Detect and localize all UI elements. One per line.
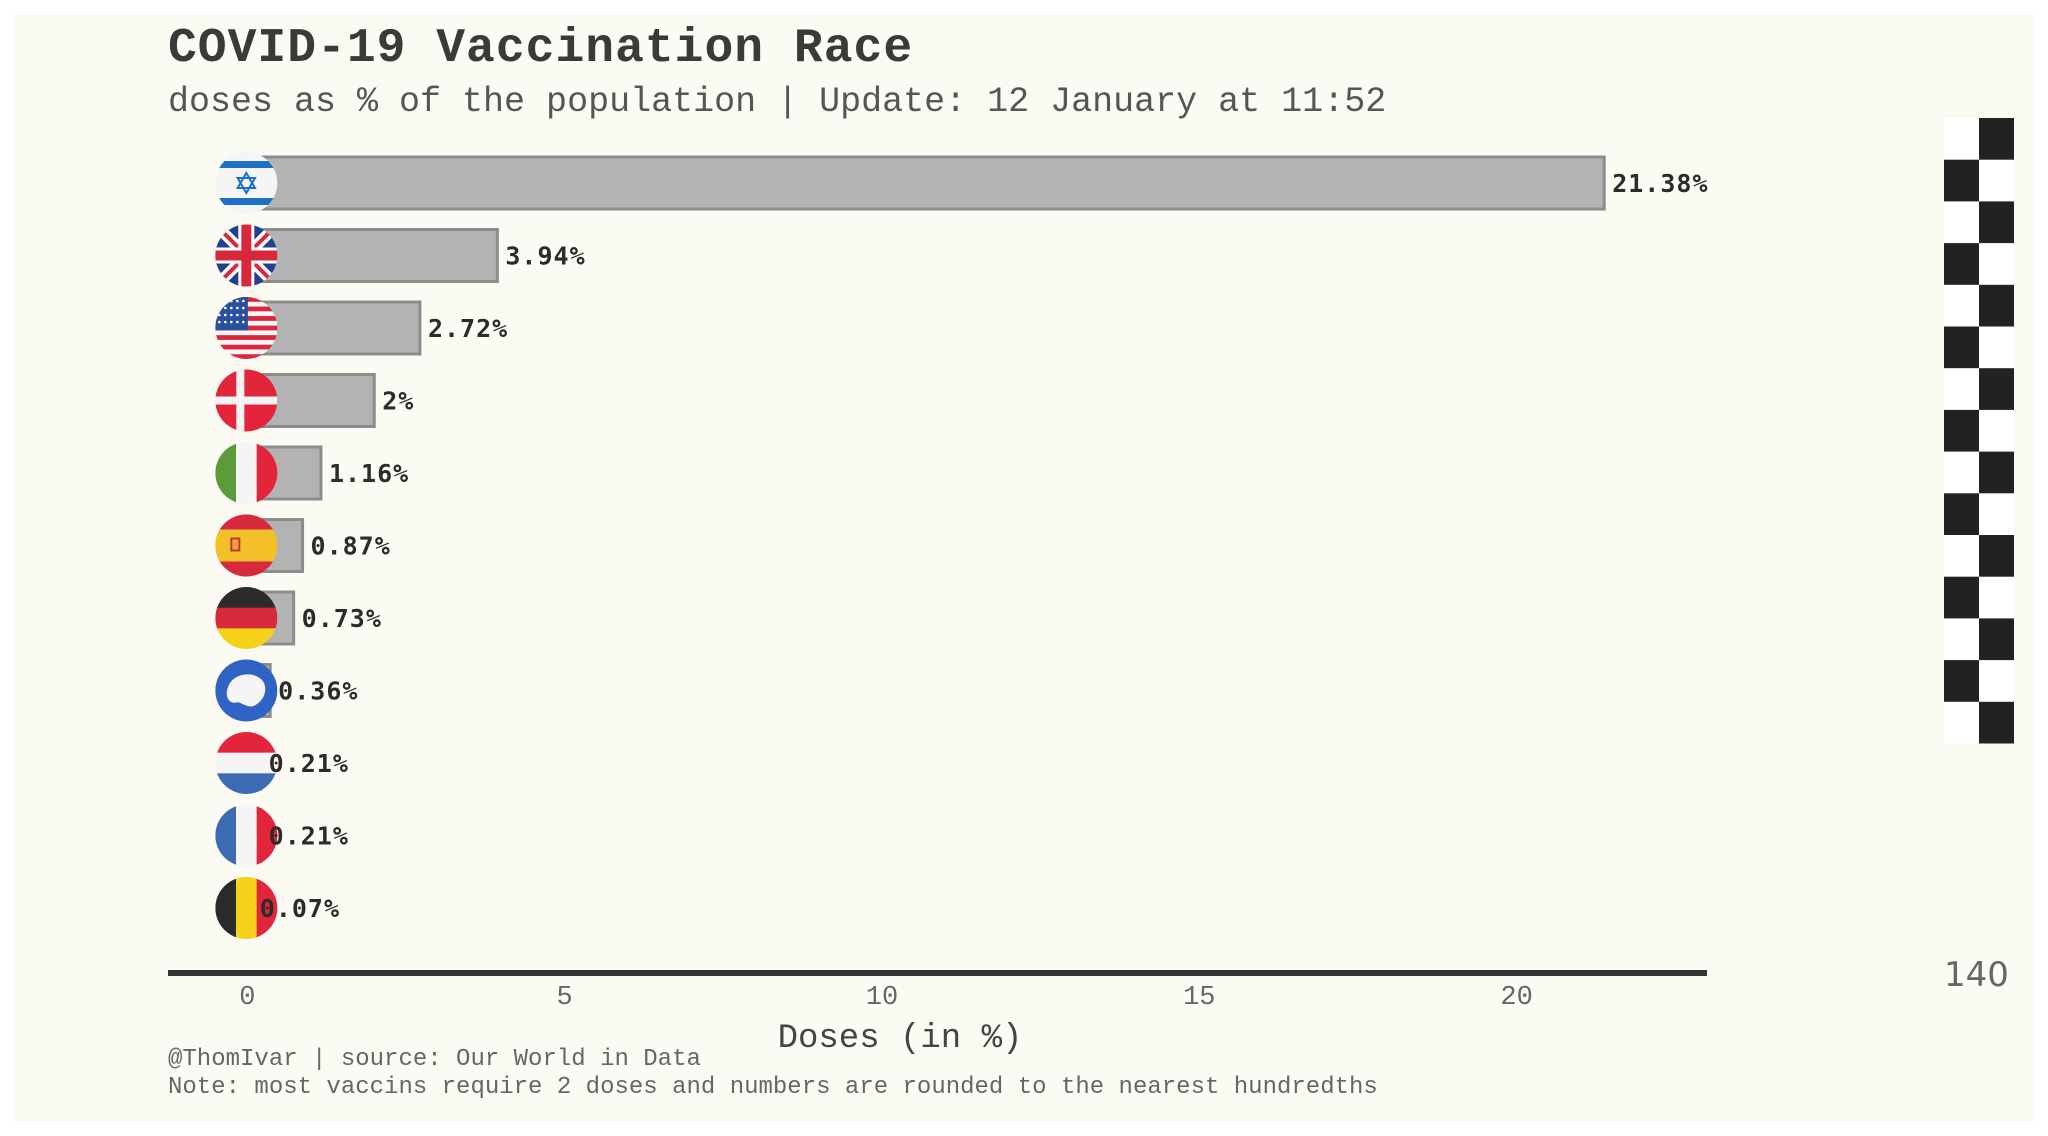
value-label: 21.38% xyxy=(1612,169,1708,198)
x-tick-label: 15 xyxy=(1183,983,1215,1013)
value-label: 0.73% xyxy=(302,604,382,633)
france-flag-icon xyxy=(215,804,278,867)
checker-square xyxy=(1944,576,1979,619)
checker-square xyxy=(1979,701,2014,744)
x-tick-label: 5 xyxy=(557,983,573,1013)
chart-subtitle: doses as % of the population | Update: 1… xyxy=(168,82,1387,122)
uk-flag-icon xyxy=(215,224,278,287)
checker-square xyxy=(1944,243,1979,285)
x-axis-label: Doses (in %) xyxy=(778,1020,1023,1058)
bar-united-states xyxy=(245,300,422,356)
checker-square xyxy=(1979,284,2014,327)
value-label: 0.07% xyxy=(260,894,340,923)
footer-credit: @ThomIvar | source: Our World in Data xyxy=(168,1046,701,1073)
bar-united-kingdom xyxy=(245,228,499,283)
finish-line-checker-icon xyxy=(1944,118,2014,744)
netherlands-flag-icon xyxy=(215,732,278,794)
checker-square xyxy=(1979,618,2014,661)
checker-square xyxy=(1979,451,2014,494)
footer-note: Note: most vaccins require 2 doses and n… xyxy=(168,1074,1378,1101)
checker-square xyxy=(1979,535,2014,577)
bars-layer xyxy=(245,155,1606,936)
bar-israel xyxy=(245,155,1606,211)
checker-square xyxy=(1944,409,1979,452)
checker-square xyxy=(1944,159,1979,202)
value-label: 2.72% xyxy=(428,314,508,343)
value-label: 2% xyxy=(382,387,414,416)
x-tick-label: 0 xyxy=(239,983,255,1013)
checker-square xyxy=(1944,326,1979,369)
spain-flag-icon xyxy=(215,514,278,577)
value-label: 0.21% xyxy=(269,822,349,851)
lap-counter: 140 xyxy=(1944,955,2009,995)
denmark-flag-icon xyxy=(215,369,278,432)
checker-square xyxy=(1944,660,1979,702)
belgium-flag-icon xyxy=(215,877,278,939)
checker-square xyxy=(1979,201,2014,244)
value-labels-layer: 21.38% 3.94% 2.72% 2% 1.16% 0.87% 0.73% 0.36% 0.… xyxy=(260,169,1708,923)
usa-flag-icon xyxy=(215,297,278,359)
value-label: 0.87% xyxy=(311,532,391,561)
value-label: 1.16% xyxy=(329,459,409,488)
x-tick-label: 10 xyxy=(866,983,898,1013)
israel-flag-icon xyxy=(215,152,278,214)
flags-layer xyxy=(215,152,278,939)
checker-square xyxy=(1944,493,1979,535)
chart-title: COVID-19 Vaccination Race xyxy=(168,22,914,76)
value-label: 0.36% xyxy=(278,677,358,706)
italy-flag-icon xyxy=(215,442,278,504)
x-ticks-layer: 0 5 10 15 20 xyxy=(239,983,1533,1013)
antarctica-flag-icon xyxy=(215,659,278,722)
value-label: 3.94% xyxy=(505,242,585,271)
x-tick-label: 20 xyxy=(1500,983,1532,1013)
value-label: 0.21% xyxy=(269,749,349,778)
germany-flag-icon xyxy=(215,587,278,649)
checker-square xyxy=(1979,118,2014,160)
checker-square xyxy=(1979,368,2014,410)
